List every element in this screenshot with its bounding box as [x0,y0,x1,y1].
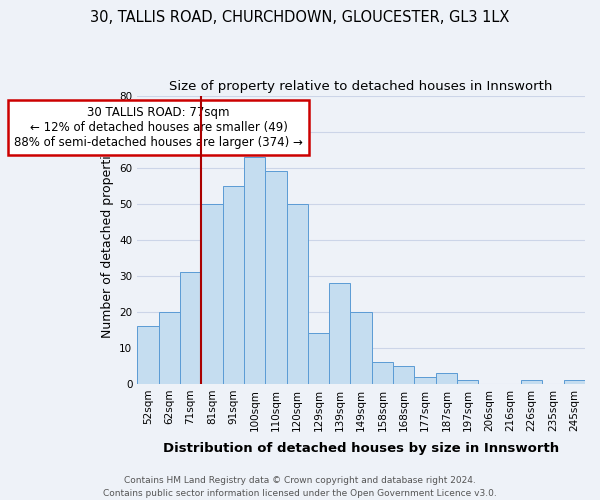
Bar [158,312,180,384]
Bar [265,171,287,384]
Bar [287,204,308,384]
Bar [308,334,329,384]
Bar [244,157,265,384]
Bar [436,373,457,384]
Bar [372,362,393,384]
X-axis label: Distribution of detached houses by size in Innsworth: Distribution of detached houses by size … [163,442,559,455]
Bar [137,326,158,384]
Title: Size of property relative to detached houses in Innsworth: Size of property relative to detached ho… [169,80,553,93]
Bar [415,376,436,384]
Text: 30 TALLIS ROAD: 77sqm
← 12% of detached houses are smaller (49)
88% of semi-deta: 30 TALLIS ROAD: 77sqm ← 12% of detached … [14,106,303,150]
Bar [457,380,478,384]
Text: Contains HM Land Registry data © Crown copyright and database right 2024.
Contai: Contains HM Land Registry data © Crown c… [103,476,497,498]
Y-axis label: Number of detached properties: Number of detached properties [101,141,114,338]
Bar [350,312,372,384]
Bar [180,272,201,384]
Bar [521,380,542,384]
Bar [393,366,415,384]
Bar [223,186,244,384]
Text: 30, TALLIS ROAD, CHURCHDOWN, GLOUCESTER, GL3 1LX: 30, TALLIS ROAD, CHURCHDOWN, GLOUCESTER,… [91,10,509,25]
Bar [201,204,223,384]
Bar [329,283,350,384]
Bar [563,380,585,384]
